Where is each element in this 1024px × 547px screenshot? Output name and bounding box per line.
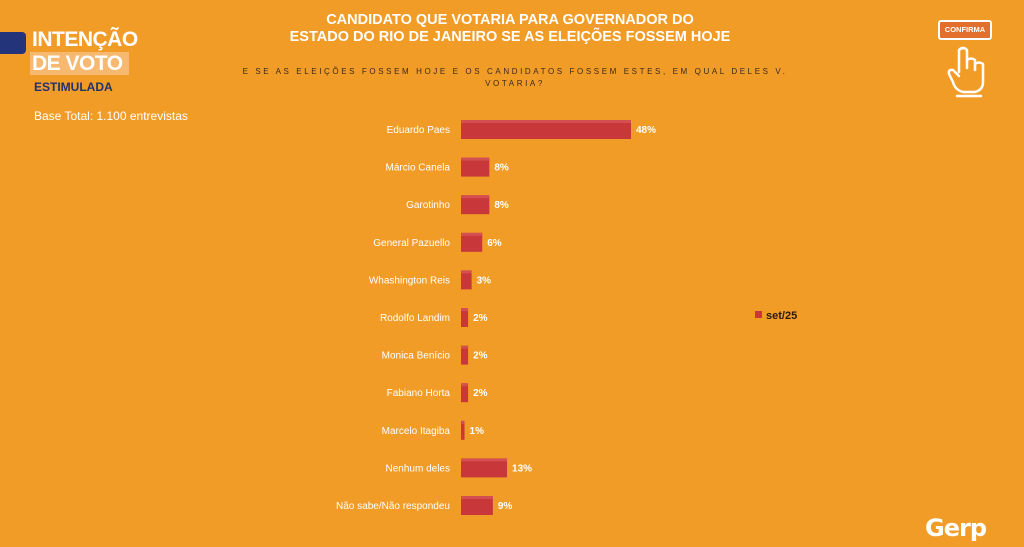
bar-0 xyxy=(461,120,631,139)
bar-highlight-10 xyxy=(461,496,493,499)
bar-5 xyxy=(461,308,469,327)
survey-question: E SE AS ELEIÇÕES FOSSEM HOJE E OS CANDID… xyxy=(180,66,850,90)
sample-base-note: Base Total: 1.100 entrevistas xyxy=(34,109,188,123)
category-label-4: Whashington Reis xyxy=(369,275,450,286)
value-label-2: 8% xyxy=(494,200,509,211)
confirma-logo: CONFIRMA xyxy=(935,20,995,100)
category-label-6: Monica Benício xyxy=(382,351,451,362)
chart-title-line1: CANDIDATO QUE VOTARIA PARA GOVERNADOR DO xyxy=(326,12,694,28)
bar-highlight-4 xyxy=(461,270,472,274)
category-label-1: Márcio Canela xyxy=(386,163,451,174)
category-label-5: Rodolfo Landim xyxy=(380,313,450,324)
chart-title-line2: ESTADO DO RIO DE JANEIRO SE AS ELEIÇÕES … xyxy=(289,29,731,45)
category-label-8: Marcelo Itagiba xyxy=(382,426,451,437)
legend-swatch xyxy=(755,311,762,318)
value-label-5: 2% xyxy=(473,313,488,324)
value-label-4: 3% xyxy=(477,275,492,286)
bar-10 xyxy=(461,496,493,515)
bar-2 xyxy=(461,195,490,215)
category-label-7: Fabiano Horta xyxy=(387,388,451,399)
bar-highlight-1 xyxy=(461,157,490,161)
gerp-logo: Gerp xyxy=(925,514,987,542)
bar-highlight-6 xyxy=(461,345,469,349)
bar-7 xyxy=(461,383,469,403)
value-label-8: 1% xyxy=(470,426,485,437)
value-label-1: 8% xyxy=(494,163,509,174)
category-label-3: General Pazuello xyxy=(373,238,450,249)
value-label-0: 48% xyxy=(636,125,656,136)
survey-question-line2: VOTARIA? xyxy=(485,79,545,88)
category-label-2: Garotinho xyxy=(406,200,450,211)
bar-4 xyxy=(461,270,472,290)
stimulated-badge: ESTIMULADA xyxy=(34,80,113,94)
bar-highlight-9 xyxy=(461,458,508,462)
confirma-button-graphic: CONFIRMA xyxy=(938,20,992,40)
bar-1 xyxy=(461,157,490,177)
legend-label: set/25 xyxy=(766,310,797,322)
value-label-6: 2% xyxy=(473,351,488,362)
bar-highlight-7 xyxy=(461,383,469,387)
bar-highlight-5 xyxy=(461,308,469,311)
survey-question-line1: E SE AS ELEIÇÕES FOSSEM HOJE E OS CANDID… xyxy=(242,67,788,76)
bar-highlight-8 xyxy=(461,420,465,424)
pointing-hand-icon xyxy=(947,46,985,98)
section-title-line2: DE VOTO xyxy=(30,52,129,75)
category-label-9: Nenhum deles xyxy=(386,463,450,474)
value-label-7: 2% xyxy=(473,388,488,399)
bar-highlight-0 xyxy=(461,120,631,123)
category-label-0: Eduardo Paes xyxy=(387,125,450,136)
category-label-10: Não sabe/Não respondeu xyxy=(336,501,450,512)
bar-9 xyxy=(461,458,508,478)
value-label-3: 6% xyxy=(487,238,502,249)
value-label-10: 9% xyxy=(498,501,513,512)
bar-highlight-2 xyxy=(461,195,490,199)
bar-6 xyxy=(461,345,469,365)
value-label-9: 13% xyxy=(512,463,532,474)
section-title-line1: INTENÇÃO xyxy=(32,28,138,51)
bar-8 xyxy=(461,420,465,440)
bar-3 xyxy=(461,232,483,252)
bar-highlight-3 xyxy=(461,232,483,236)
chart-title: CANDIDATO QUE VOTARIA PARA GOVERNADOR DO… xyxy=(230,12,790,46)
accent-tab xyxy=(0,32,26,54)
